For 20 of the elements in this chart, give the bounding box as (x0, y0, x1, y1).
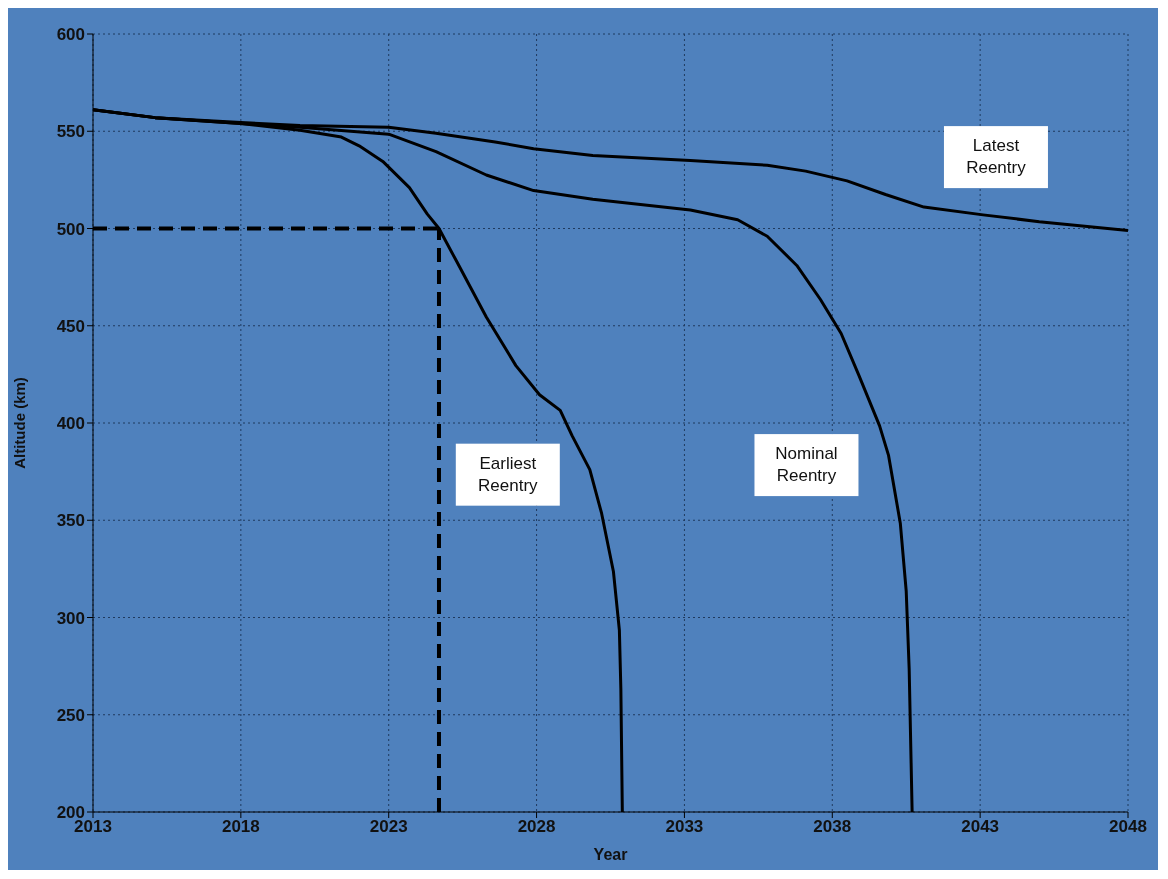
x-tick-label: 2043 (961, 817, 1000, 837)
y-tick-label: 250 (56, 705, 85, 725)
y-tick-label: 300 (56, 608, 85, 628)
y-tick-label: 350 (56, 511, 85, 531)
x-tick-label: 2028 (517, 817, 556, 837)
text: Earliest Reentry (478, 453, 539, 495)
x-tick-label: 2018 (221, 817, 260, 837)
x-tick-label: 2038 (813, 817, 852, 837)
text: Latest Reentry (966, 136, 1027, 178)
y-tick-label: 450 (56, 316, 85, 336)
x-tick-label: 2033 (665, 817, 704, 837)
y-tick-label: 600 (56, 25, 85, 45)
y-tick-label: 500 (56, 219, 85, 239)
y-tick-label: 400 (56, 414, 85, 434)
x-tick-label: 2048 (1109, 817, 1147, 837)
x-axis-title: Year (593, 846, 628, 863)
x-tick-label: 2023 (369, 817, 408, 837)
text: Nominal Reentry (775, 444, 838, 486)
y-axis-title: Altitude (km) (11, 377, 29, 469)
y-tick-label: 550 (56, 122, 85, 142)
